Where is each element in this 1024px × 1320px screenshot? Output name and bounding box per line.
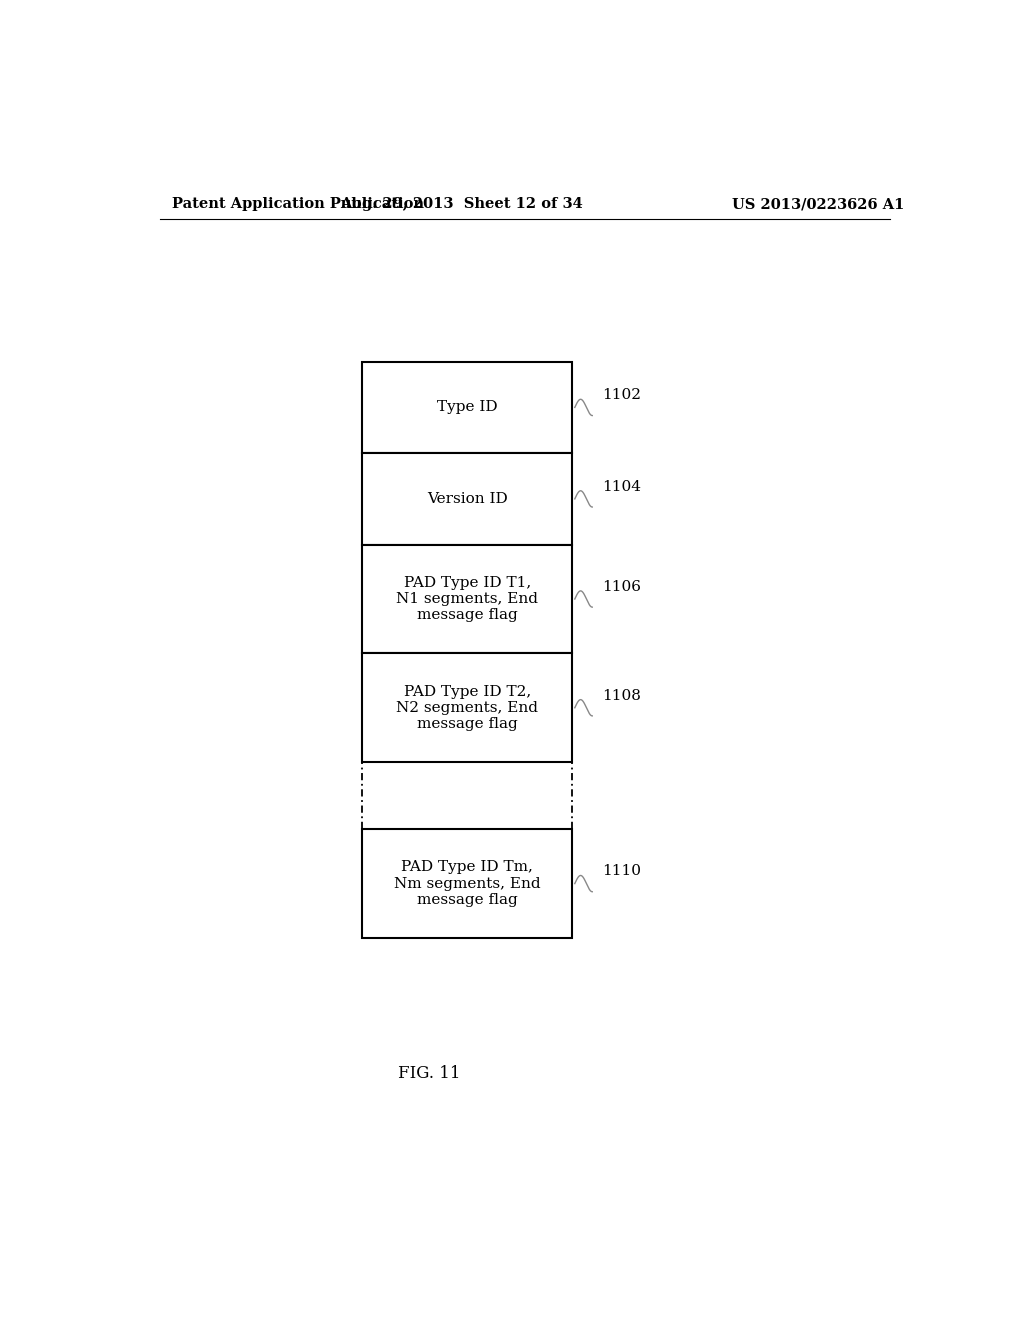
Bar: [362, 545, 572, 653]
Text: Version ID: Version ID: [427, 492, 508, 506]
Text: US 2013/0223626 A1: US 2013/0223626 A1: [732, 197, 904, 211]
Text: Patent Application Publication: Patent Application Publication: [172, 197, 424, 211]
Text: Type ID: Type ID: [437, 400, 498, 414]
Bar: [362, 829, 572, 939]
Text: PAD Type ID T1,
N1 segments, End
message flag: PAD Type ID T1, N1 segments, End message…: [396, 576, 539, 622]
Text: PAD Type ID T2,
N2 segments, End
message flag: PAD Type ID T2, N2 segments, End message…: [396, 685, 539, 731]
Text: Aug. 29, 2013  Sheet 12 of 34: Aug. 29, 2013 Sheet 12 of 34: [340, 197, 583, 211]
Text: 1106: 1106: [602, 579, 642, 594]
Text: 1110: 1110: [602, 865, 642, 878]
Bar: [362, 453, 572, 545]
Text: FIG. 11: FIG. 11: [398, 1065, 461, 1081]
Text: 1104: 1104: [602, 479, 642, 494]
Text: 1102: 1102: [602, 388, 642, 403]
Bar: [362, 653, 572, 762]
Text: PAD Type ID Tm,
Nm segments, End
message flag: PAD Type ID Tm, Nm segments, End message…: [394, 861, 541, 907]
Bar: [362, 362, 572, 453]
Text: 1108: 1108: [602, 689, 641, 702]
